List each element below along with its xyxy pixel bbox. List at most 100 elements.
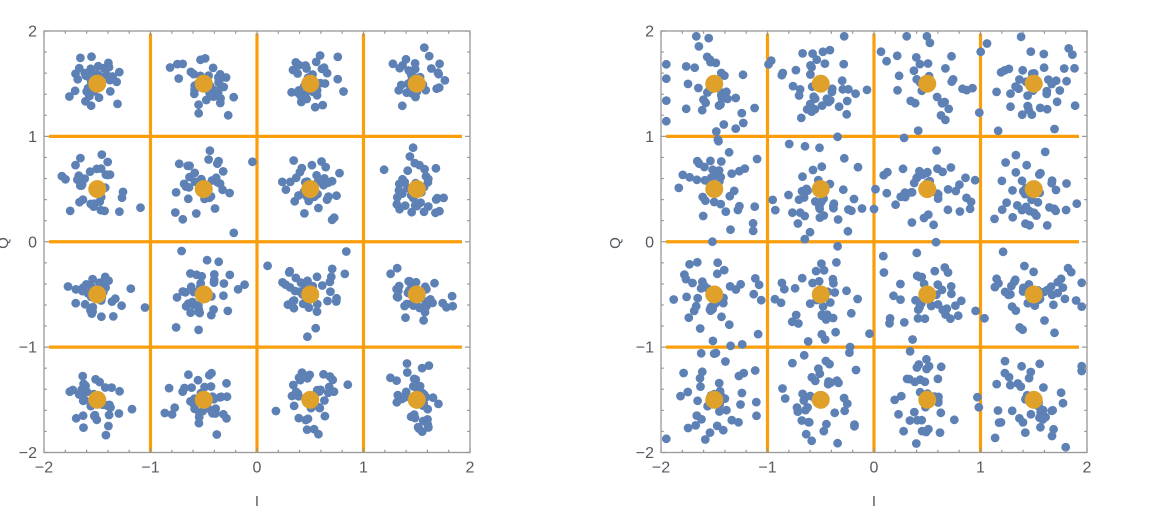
signal-point	[294, 391, 304, 401]
signal-point	[1014, 84, 1023, 94]
signal-point	[1021, 219, 1030, 229]
signal-point	[790, 283, 800, 293]
signal-point	[661, 434, 671, 444]
signal-point	[784, 139, 794, 149]
signal-point	[825, 45, 835, 55]
signal-point	[922, 31, 932, 41]
signal-point	[936, 408, 946, 418]
signal-point	[808, 278, 817, 288]
signal-point	[661, 59, 671, 69]
signal-point	[784, 190, 793, 200]
signal-point	[807, 62, 816, 72]
signal-point	[727, 415, 737, 425]
signal-point	[1023, 91, 1032, 100]
signal-point	[807, 372, 817, 382]
signal-point	[171, 323, 181, 332]
signal-point	[74, 63, 84, 73]
signal-point	[248, 157, 257, 167]
signal-point	[221, 73, 231, 82]
constellation-center-dot	[705, 285, 724, 304]
signal-point	[1042, 285, 1052, 295]
signal-point	[206, 310, 216, 320]
signal-point	[1011, 306, 1021, 315]
signal-point	[339, 87, 348, 96]
signal-point	[748, 226, 758, 236]
constellation-center-dot	[88, 180, 107, 199]
signal-point	[171, 188, 181, 197]
signal-point	[892, 51, 902, 61]
signal-point	[845, 342, 855, 352]
signal-point	[178, 214, 188, 224]
signal-point	[798, 49, 807, 58]
signal-point	[990, 433, 1000, 443]
y-tick-label: −1	[636, 340, 654, 357]
signal-point	[878, 251, 888, 261]
signal-point	[211, 173, 221, 183]
signal-point	[943, 205, 953, 215]
signal-point	[698, 192, 708, 202]
signal-point	[714, 101, 724, 110]
signal-point	[814, 276, 824, 286]
signal-point	[700, 175, 710, 185]
signal-point	[990, 282, 1000, 292]
signal-point	[105, 75, 115, 85]
signal-point	[993, 126, 1003, 136]
signal-point	[327, 264, 337, 274]
signal-point	[219, 279, 229, 288]
signal-point	[839, 59, 849, 69]
signal-point	[682, 292, 691, 302]
constellation-center-dot	[811, 74, 830, 93]
signal-point	[692, 175, 702, 185]
signal-point	[737, 388, 747, 398]
signal-point	[108, 312, 118, 321]
signal-point	[799, 350, 809, 360]
signal-point	[993, 406, 1003, 415]
signal-point	[1017, 205, 1027, 215]
signal-point	[925, 38, 935, 48]
signal-point	[951, 186, 961, 196]
signal-point	[1016, 32, 1026, 42]
constellation-center-dot	[194, 180, 213, 199]
signal-point	[312, 307, 322, 316]
signal-point	[81, 71, 91, 81]
signal-point	[698, 277, 707, 287]
constellation-center-dot	[407, 390, 426, 409]
signal-point	[849, 194, 859, 204]
signal-point	[1020, 261, 1029, 271]
signal-point	[312, 272, 322, 282]
signal-point	[669, 295, 679, 304]
signal-point	[907, 218, 917, 227]
signal-point	[714, 378, 724, 388]
signal-point	[181, 301, 191, 311]
signal-point	[685, 172, 695, 182]
signal-point	[100, 383, 110, 392]
right-plot-x-axis-label: I	[872, 493, 876, 510]
signal-point	[201, 95, 211, 105]
signal-point	[423, 174, 433, 184]
signal-point	[103, 157, 113, 167]
signal-point	[318, 100, 328, 110]
signal-point	[938, 305, 948, 315]
signal-point	[717, 94, 727, 103]
signal-point	[700, 435, 710, 444]
signal-point	[798, 172, 807, 182]
signal-point	[96, 164, 106, 174]
signal-point	[409, 410, 419, 419]
signal-point	[915, 166, 924, 176]
signal-point	[908, 335, 917, 344]
signal-point	[917, 272, 927, 282]
signal-point	[803, 337, 813, 346]
signal-point	[899, 133, 909, 143]
signal-point	[674, 183, 684, 193]
y-tick-label: 2	[28, 24, 37, 41]
signal-point	[428, 393, 438, 403]
signal-point	[924, 424, 933, 434]
signal-point	[821, 356, 831, 366]
signal-point	[94, 93, 104, 103]
signal-point	[697, 105, 707, 115]
signal-point	[690, 63, 700, 73]
signal-point	[751, 397, 761, 407]
constellation-center-dot	[88, 390, 107, 409]
signal-point	[1042, 221, 1052, 230]
